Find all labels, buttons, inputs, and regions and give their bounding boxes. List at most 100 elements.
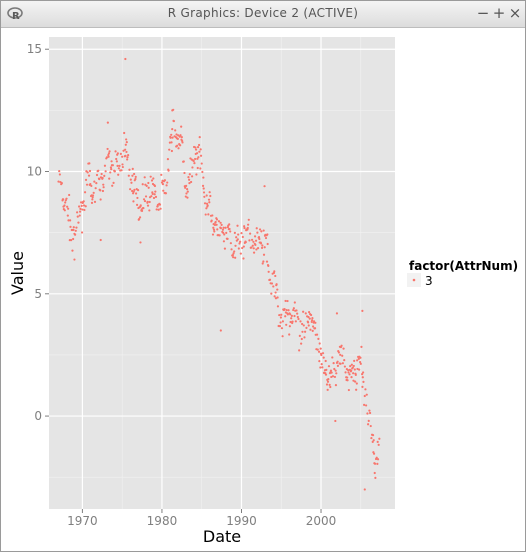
close-button[interactable]: × — [508, 4, 522, 22]
data-point — [252, 240, 255, 243]
data-point — [318, 342, 321, 345]
data-point — [91, 198, 94, 201]
data-point — [339, 362, 342, 365]
data-point — [181, 141, 184, 144]
data-point — [118, 164, 121, 167]
data-point — [114, 150, 117, 153]
data-point — [99, 238, 102, 242]
data-point — [143, 199, 147, 203]
data-point — [232, 256, 235, 259]
data-point — [363, 403, 366, 406]
data-point — [255, 227, 258, 230]
data-point — [280, 313, 283, 316]
data-point — [177, 147, 180, 150]
data-point — [308, 311, 311, 314]
data-point — [115, 160, 118, 163]
y-tick-label: 0 — [34, 409, 42, 423]
data-point — [289, 313, 292, 316]
data-point — [365, 404, 368, 407]
data-point — [276, 296, 279, 299]
data-point — [101, 189, 105, 193]
data-point — [143, 176, 146, 179]
data-point — [218, 234, 221, 237]
data-point — [231, 254, 234, 257]
data-point — [212, 228, 216, 231]
data-point — [141, 183, 144, 186]
data-point — [275, 283, 278, 286]
data-point — [368, 409, 371, 412]
data-point — [263, 185, 266, 188]
data-point — [370, 436, 373, 440]
data-point — [132, 190, 135, 193]
data-point — [205, 207, 208, 210]
data-point — [119, 152, 122, 156]
data-point — [343, 359, 346, 362]
data-point — [274, 274, 277, 278]
data-point — [167, 169, 170, 172]
data-point — [69, 225, 72, 228]
data-point — [326, 388, 329, 391]
data-point — [166, 181, 169, 184]
data-point — [341, 362, 344, 365]
data-point — [124, 154, 127, 157]
window-titlebar[interactable]: R R Graphics: Device 2 (ACTIVE) − + × — [1, 1, 525, 28]
data-point — [201, 184, 205, 187]
data-point — [176, 137, 179, 140]
data-point — [222, 240, 226, 243]
y-axis-label: Value — [8, 251, 27, 295]
data-point — [312, 320, 316, 323]
data-point — [100, 172, 103, 176]
data-point — [149, 175, 152, 178]
data-point — [127, 154, 130, 157]
data-point — [239, 252, 242, 255]
data-point — [127, 174, 130, 177]
data-point — [374, 476, 377, 479]
data-point — [153, 184, 157, 188]
data-point — [188, 178, 191, 181]
data-point — [79, 201, 83, 204]
data-point — [139, 241, 142, 244]
data-point — [58, 173, 61, 176]
data-point — [337, 351, 341, 354]
data-point — [309, 328, 312, 331]
data-point — [355, 382, 358, 385]
data-point — [92, 191, 95, 194]
data-point — [334, 384, 338, 387]
data-point — [297, 317, 300, 321]
minimize-button[interactable]: − — [476, 4, 490, 22]
data-point — [321, 352, 325, 355]
data-point — [376, 462, 379, 466]
data-point — [361, 385, 364, 389]
data-point — [84, 205, 87, 208]
data-point — [175, 133, 178, 136]
data-point — [66, 214, 69, 217]
data-point — [147, 181, 150, 185]
data-point — [289, 320, 292, 324]
data-point — [241, 246, 244, 250]
data-point — [264, 236, 268, 240]
data-point — [128, 168, 131, 171]
maximize-button[interactable]: + — [492, 4, 506, 22]
data-point — [262, 253, 266, 256]
data-point — [198, 136, 201, 139]
data-point — [248, 239, 251, 242]
data-point — [327, 378, 330, 381]
x-axis-ticks: 1970 1980 1990 2000 — [67, 509, 336, 528]
data-point — [171, 136, 174, 139]
data-point — [108, 177, 111, 180]
data-point — [219, 329, 222, 332]
data-point — [76, 215, 79, 218]
data-point — [68, 193, 71, 197]
data-point — [139, 204, 142, 207]
data-point — [84, 178, 88, 181]
data-point — [88, 162, 91, 165]
data-point — [133, 188, 136, 192]
data-point — [206, 204, 209, 207]
data-point — [174, 129, 177, 132]
data-point — [226, 237, 229, 240]
data-point — [62, 198, 65, 201]
data-point — [199, 154, 203, 157]
data-point — [58, 169, 61, 173]
data-point — [253, 235, 257, 238]
data-point — [121, 165, 124, 169]
